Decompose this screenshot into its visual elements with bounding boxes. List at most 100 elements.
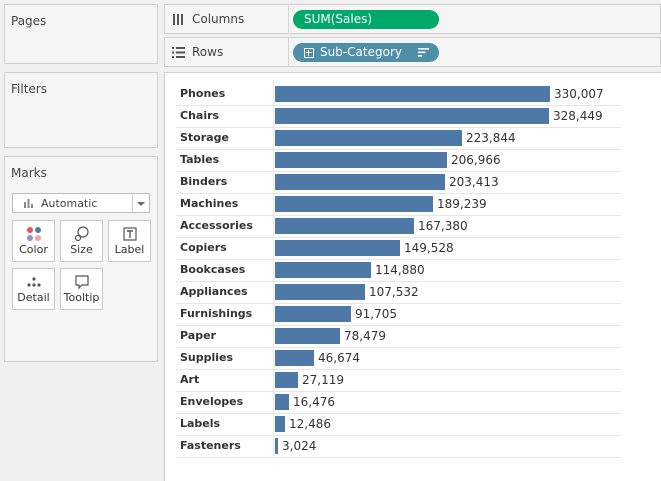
row-divider (176, 127, 621, 128)
sort-descending-icon[interactable] (418, 48, 429, 57)
bar-mark[interactable] (275, 152, 447, 168)
value-label: 107,532 (369, 285, 419, 299)
category-label[interactable]: Envelopes (180, 395, 244, 408)
value-label: 27,119 (302, 373, 344, 387)
row-divider (176, 347, 621, 348)
row-divider (176, 149, 621, 150)
row-divider (176, 457, 621, 458)
chevron-down-icon[interactable] (132, 194, 149, 212)
mark-type-dropdown[interactable]: Automatic (12, 193, 150, 213)
category-label[interactable]: Chairs (180, 109, 220, 122)
value-label: 328,449 (553, 109, 603, 123)
bar-mark[interactable] (275, 262, 371, 278)
size-icon (74, 226, 89, 242)
category-label[interactable]: Binders (180, 175, 228, 188)
value-label: 149,528 (404, 241, 454, 255)
tooltip-button[interactable]: Tooltip (60, 268, 103, 310)
bar-mark[interactable] (275, 284, 365, 300)
value-label: 206,966 (451, 153, 501, 167)
value-label: 16,476 (293, 395, 335, 409)
category-label[interactable]: Storage (180, 131, 229, 144)
value-label: 3,024 (282, 439, 317, 453)
sum-sales-pill-label: SUM(Sales) (304, 12, 373, 26)
rows-shelf[interactable]: Rows Sub-Category (164, 37, 661, 67)
row-divider (176, 413, 621, 414)
sum-sales-pill[interactable]: SUM(Sales) (293, 10, 439, 29)
value-label: 91,705 (355, 307, 397, 321)
category-label[interactable]: Paper (180, 329, 216, 342)
columns-shelf-label: Columns (192, 12, 245, 26)
row-divider (176, 171, 621, 172)
category-label[interactable]: Appliances (180, 285, 248, 298)
row-divider (176, 369, 621, 370)
category-label[interactable]: Phones (180, 87, 226, 100)
header-separator (273, 80, 274, 456)
color-button[interactable]: Color (12, 220, 55, 262)
row-divider (176, 105, 621, 106)
value-label: 114,880 (375, 263, 425, 277)
bar-mark[interactable] (275, 350, 314, 366)
value-label: 78,479 (344, 329, 386, 343)
row-divider (176, 281, 621, 282)
shelf-divider (288, 38, 289, 66)
row-divider (176, 325, 621, 326)
category-label[interactable]: Copiers (180, 241, 227, 254)
rows-icon (172, 47, 185, 58)
category-label[interactable]: Accessories (180, 219, 253, 232)
row-divider (176, 193, 621, 194)
bar-mark[interactable] (275, 130, 462, 146)
bar-mark[interactable] (275, 86, 550, 102)
bar-mark[interactable] (275, 438, 278, 454)
category-label[interactable]: Labels (180, 417, 221, 430)
bar-mark[interactable] (275, 108, 549, 124)
size-button-label: Size (70, 243, 93, 256)
row-divider (176, 303, 621, 304)
bar-mark[interactable] (275, 306, 351, 322)
bar-mark[interactable] (275, 174, 445, 190)
category-label[interactable]: Furnishings (180, 307, 253, 320)
value-label: 330,007 (554, 87, 604, 101)
sub-category-pill[interactable]: Sub-Category (293, 43, 439, 62)
category-label[interactable]: Fasteners (180, 439, 241, 452)
category-label[interactable]: Supplies (180, 351, 234, 364)
pages-card[interactable]: Pages (4, 4, 158, 64)
row-divider (176, 259, 621, 260)
size-button[interactable]: Size (60, 220, 103, 262)
expand-plus-icon[interactable] (304, 48, 314, 58)
marks-title: Marks (11, 166, 47, 180)
shelves-area: Columns SUM(Sales) Rows Sub-Category (164, 0, 661, 68)
bar-mark[interactable] (275, 240, 400, 256)
value-label: 12,486 (289, 417, 331, 431)
bar-mark[interactable] (275, 328, 340, 344)
row-divider (176, 215, 621, 216)
bar-mark[interactable] (275, 218, 414, 234)
chart-view: Phones 330,007 Chairs 328,449 Storage 223,844… (164, 72, 661, 481)
row-divider (176, 391, 621, 392)
bar-mark[interactable] (275, 196, 433, 212)
value-label: 189,239 (437, 197, 487, 211)
category-label[interactable]: Machines (180, 197, 239, 210)
bar-mark[interactable] (275, 372, 298, 388)
category-label[interactable]: Tables (180, 153, 220, 166)
value-label: 223,844 (466, 131, 516, 145)
filters-card[interactable]: Filters (4, 72, 158, 148)
detail-button[interactable]: Detail (12, 268, 55, 310)
columns-shelf[interactable]: Columns SUM(Sales) (164, 4, 661, 34)
color-button-label: Color (19, 243, 48, 256)
detail-button-label: Detail (17, 291, 50, 304)
row-divider (176, 237, 621, 238)
sub-category-pill-label: Sub-Category (320, 45, 402, 59)
color-icon (27, 227, 41, 241)
marks-card: Marks Automatic Color Size Label (4, 156, 158, 362)
label-button[interactable]: Label (108, 220, 151, 262)
category-label[interactable]: Art (180, 373, 200, 386)
shelf-divider (288, 5, 289, 33)
bar-mark[interactable] (275, 416, 285, 432)
bar-mark[interactable] (275, 394, 289, 410)
columns-icon (173, 14, 183, 25)
filters-title: Filters (11, 82, 47, 96)
category-label[interactable]: Bookcases (180, 263, 246, 276)
value-label: 203,413 (449, 175, 499, 189)
bar-chart-icon (24, 199, 33, 208)
row-divider (176, 435, 621, 436)
